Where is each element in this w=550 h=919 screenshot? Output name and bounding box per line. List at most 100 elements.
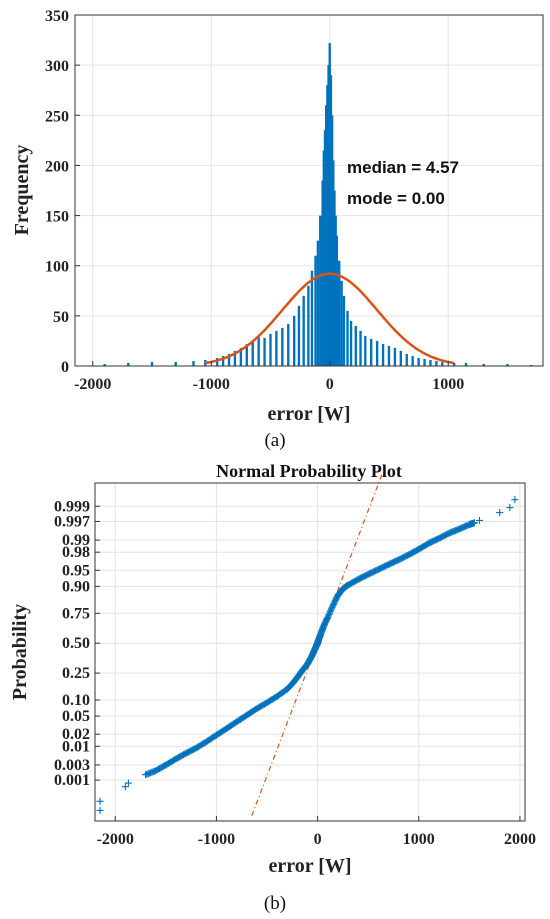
histogram-bar [251,340,254,366]
histogram-bar [452,362,456,366]
histogram-bar [340,280,343,366]
probability-plot-title: Normal Probability Plot [216,461,402,481]
histogram-bar [354,325,357,366]
y-tick-label: 0.95 [62,562,90,579]
y-tick-label: 0.003 [54,757,90,774]
y-tick-label: 0.01 [62,738,90,755]
normal-fit-curve [205,272,455,365]
y-tick-label: 0.75 [62,605,90,622]
probability-y-axis-label: Probability [9,604,31,700]
x-tick-label: -2000 [74,376,111,393]
histogram-bar [364,335,367,366]
histogram-bar [346,310,349,366]
probability-point [475,516,483,524]
y-tick-label: 0.997 [54,513,90,530]
y-tick-label: 0.999 [54,498,90,515]
histogram-bar [310,270,314,366]
x-tick-label: -1000 [193,376,230,393]
y-tick-label: 0.02 [62,726,90,743]
histogram-bar [417,357,420,366]
histogram-y-axis-label: Frequency [11,145,33,236]
histogram-bar [482,363,485,366]
probability-point [124,779,132,787]
histogram-bar [293,315,296,366]
probability-point [96,806,104,814]
histogram-bar [316,240,320,366]
histogram-bar [335,235,339,366]
histogram-bar [338,260,341,366]
probability-point [470,519,478,527]
histogram-bar [411,355,414,366]
probability-axes-box [94,482,526,822]
x-tick-label: 0 [314,831,322,848]
histogram-bar [393,347,397,366]
histogram-bar [257,335,260,366]
histogram-bar [103,363,106,366]
histogram-bar [405,353,408,366]
histogram-bar [233,350,237,366]
y-tick-label: 50 [53,309,69,326]
histogram-bar [239,347,243,366]
y-tick-label: 0.98 [62,544,90,561]
y-tick-label: 150 [45,209,69,226]
probability-point [121,783,129,791]
probability-point [511,496,519,504]
caption-b: (b) [264,893,286,914]
histogram-bar [297,305,301,366]
histogram-bar [281,327,284,366]
histogram-bar [529,364,533,366]
histogram-axes-box [74,14,544,367]
x-tick-label: 1000 [403,831,435,848]
histogram-bar [375,340,379,366]
x-tick-label: -2000 [97,831,134,848]
histogram-bar [359,330,362,366]
y-tick-label: 350 [45,8,69,25]
y-tick-label: 0.05 [62,708,90,725]
probability-point [496,509,504,517]
histogram-bar [307,285,310,366]
histogram-bar [506,363,509,366]
histogram-bars [103,43,533,367]
x-tick-label: 2000 [504,831,536,848]
histogram-bar [387,345,391,366]
histogram-bar [349,320,353,366]
histogram-x-axis-label: error [W] [267,403,350,425]
probability-point [96,797,104,805]
mode-annotation: mode = 0.00 [347,189,445,208]
caption-a: (a) [264,430,285,451]
x-tick-label: 0 [326,376,334,393]
histogram-bar [381,343,385,366]
histogram-bar [227,353,231,366]
y-tick-label: 100 [45,259,69,276]
histogram-bar [150,361,154,366]
histogram-bar [245,343,248,366]
histogram-bar [464,362,468,366]
histogram-bar [263,337,266,366]
histogram-bar [275,330,278,366]
histogram-bar [435,360,438,366]
y-tick-label: 0.25 [62,665,90,682]
histogram-bar [269,333,272,366]
histogram-panel: -2000 -1000 0 1000 0 50 100 150 200 250 300 350 me… [11,8,544,451]
y-tick-label: 0.99 [62,532,90,549]
histogram-bar [423,358,426,366]
y-tick-label: 200 [45,158,69,175]
x-tick-label: -1000 [198,831,235,848]
histogram-x-ticks: -2000 -1000 0 1000 [74,361,464,393]
y-tick-label: 0.50 [62,635,90,652]
y-tick-label: 0.90 [62,578,90,595]
y-tick-label: 250 [45,108,69,125]
probability-plot-panel: Normal Probability Plot -2000 -1000 0 1000 2… [9,461,536,914]
histogram-y-ticks: 0 50 100 150 200 250 300 350 [45,8,80,376]
histogram-bar [429,359,432,366]
histogram-bar [127,362,130,366]
y-tick-label: 0.001 [54,772,90,789]
histogram-bar [441,361,444,366]
x-tick-label: 1000 [432,376,464,393]
histogram-bar [342,295,346,366]
probability-x-axis-label: error [W] [268,855,351,877]
probability-x-ticks: -2000 -1000 0 1000 2000 [97,816,536,848]
histogram-bar [302,295,305,366]
histogram-bar [314,255,317,366]
